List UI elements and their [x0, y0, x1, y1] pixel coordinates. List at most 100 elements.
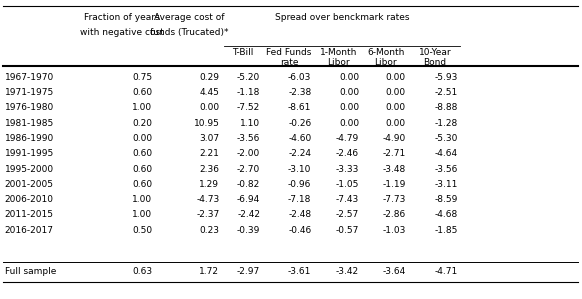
Text: 0.50: 0.50: [132, 226, 152, 235]
Text: 0.00: 0.00: [199, 103, 219, 112]
Text: 0.63: 0.63: [132, 267, 152, 276]
Text: -4.73: -4.73: [196, 195, 219, 204]
Text: -0.46: -0.46: [288, 226, 311, 235]
Text: -1.28: -1.28: [435, 119, 458, 128]
Text: 0.75: 0.75: [132, 73, 152, 82]
Text: -2.37: -2.37: [196, 210, 219, 219]
Text: -5.20: -5.20: [237, 73, 260, 82]
Text: 2016-2017: 2016-2017: [5, 226, 54, 235]
Text: with negative cost: with negative cost: [80, 28, 164, 37]
Text: -0.39: -0.39: [237, 226, 260, 235]
Text: 0.00: 0.00: [385, 88, 406, 97]
Text: -4.90: -4.90: [382, 134, 406, 143]
Text: -4.71: -4.71: [435, 267, 458, 276]
Text: -4.60: -4.60: [288, 134, 311, 143]
Text: -7.43: -7.43: [336, 195, 359, 204]
Text: -2.57: -2.57: [336, 210, 359, 219]
Text: Spread over benckmark rates: Spread over benckmark rates: [275, 13, 409, 22]
Text: -3.33: -3.33: [336, 164, 359, 173]
Text: Fraction of years: Fraction of years: [84, 13, 160, 22]
Text: 0.00: 0.00: [385, 73, 406, 82]
Text: -3.64: -3.64: [382, 267, 406, 276]
Text: -7.73: -7.73: [382, 195, 406, 204]
Text: 0.00: 0.00: [339, 119, 359, 128]
Text: -4.79: -4.79: [336, 134, 359, 143]
Text: -1.18: -1.18: [237, 88, 260, 97]
Text: -3.56: -3.56: [237, 134, 260, 143]
Text: 2001-2005: 2001-2005: [5, 180, 54, 189]
Text: 1.10: 1.10: [240, 119, 260, 128]
Text: -3.56: -3.56: [435, 164, 458, 173]
Text: 0.00: 0.00: [339, 88, 359, 97]
Text: -2.51: -2.51: [435, 88, 458, 97]
Text: -8.61: -8.61: [288, 103, 311, 112]
Text: 0.00: 0.00: [132, 134, 152, 143]
Text: -3.11: -3.11: [435, 180, 458, 189]
Text: 1.00: 1.00: [132, 210, 152, 219]
Text: 0.60: 0.60: [132, 180, 152, 189]
Text: Full sample: Full sample: [5, 267, 56, 276]
Text: 1991-1995: 1991-1995: [5, 149, 54, 158]
Text: Average cost of: Average cost of: [154, 13, 225, 22]
Text: -0.26: -0.26: [288, 119, 311, 128]
Text: -2.24: -2.24: [288, 149, 311, 158]
Text: 0.23: 0.23: [200, 226, 219, 235]
Text: 1986-1990: 1986-1990: [5, 134, 54, 143]
Text: 0.60: 0.60: [132, 164, 152, 173]
Text: -2.46: -2.46: [336, 149, 359, 158]
Text: -6.94: -6.94: [237, 195, 260, 204]
Text: 0.00: 0.00: [385, 119, 406, 128]
Text: -1.03: -1.03: [382, 226, 406, 235]
Text: 6-Month
Libor: 6-Month Libor: [367, 48, 404, 67]
Text: 1.00: 1.00: [132, 195, 152, 204]
Text: 10.95: 10.95: [194, 119, 219, 128]
Text: -3.10: -3.10: [288, 164, 311, 173]
Text: 0.20: 0.20: [133, 119, 152, 128]
Text: 1981-1985: 1981-1985: [5, 119, 54, 128]
Text: 10-Year
Bond: 10-Year Bond: [418, 48, 452, 67]
Text: -6.03: -6.03: [288, 73, 311, 82]
Text: -0.57: -0.57: [336, 226, 359, 235]
Text: -1.85: -1.85: [435, 226, 458, 235]
Text: 0.00: 0.00: [385, 103, 406, 112]
Text: -2.00: -2.00: [237, 149, 260, 158]
Text: -2.70: -2.70: [237, 164, 260, 173]
Text: 2006-2010: 2006-2010: [5, 195, 54, 204]
Text: -0.82: -0.82: [237, 180, 260, 189]
Text: -0.96: -0.96: [288, 180, 311, 189]
Text: -2.42: -2.42: [237, 210, 260, 219]
Text: -1.19: -1.19: [382, 180, 406, 189]
Text: -2.48: -2.48: [288, 210, 311, 219]
Text: -5.30: -5.30: [435, 134, 458, 143]
Text: 1967-1970: 1967-1970: [5, 73, 54, 82]
Text: -2.71: -2.71: [382, 149, 406, 158]
Text: 0.29: 0.29: [200, 73, 219, 82]
Text: 1971-1975: 1971-1975: [5, 88, 54, 97]
Text: -8.59: -8.59: [435, 195, 458, 204]
Text: 0.00: 0.00: [339, 103, 359, 112]
Text: 0.60: 0.60: [132, 88, 152, 97]
Text: 1.72: 1.72: [200, 267, 219, 276]
Text: -7.52: -7.52: [237, 103, 260, 112]
Text: -3.48: -3.48: [382, 164, 406, 173]
Text: -7.18: -7.18: [288, 195, 311, 204]
Text: 1995-2000: 1995-2000: [5, 164, 54, 173]
Text: -3.42: -3.42: [336, 267, 359, 276]
Text: 1976-1980: 1976-1980: [5, 103, 54, 112]
Text: -4.68: -4.68: [435, 210, 458, 219]
Text: 0.60: 0.60: [132, 149, 152, 158]
Text: -1.05: -1.05: [336, 180, 359, 189]
Text: -2.86: -2.86: [382, 210, 406, 219]
Text: 3.07: 3.07: [199, 134, 219, 143]
Text: -2.97: -2.97: [237, 267, 260, 276]
Text: 4.45: 4.45: [200, 88, 219, 97]
Text: 1.29: 1.29: [200, 180, 219, 189]
Text: Fed Funds
rate: Fed Funds rate: [267, 48, 311, 67]
Text: funds (Trucated)*: funds (Trucated)*: [150, 28, 228, 37]
Text: -2.38: -2.38: [288, 88, 311, 97]
Text: 0.00: 0.00: [339, 73, 359, 82]
Text: -8.88: -8.88: [435, 103, 458, 112]
Text: 2.21: 2.21: [200, 149, 219, 158]
Text: -4.64: -4.64: [435, 149, 458, 158]
Text: -5.93: -5.93: [435, 73, 458, 82]
